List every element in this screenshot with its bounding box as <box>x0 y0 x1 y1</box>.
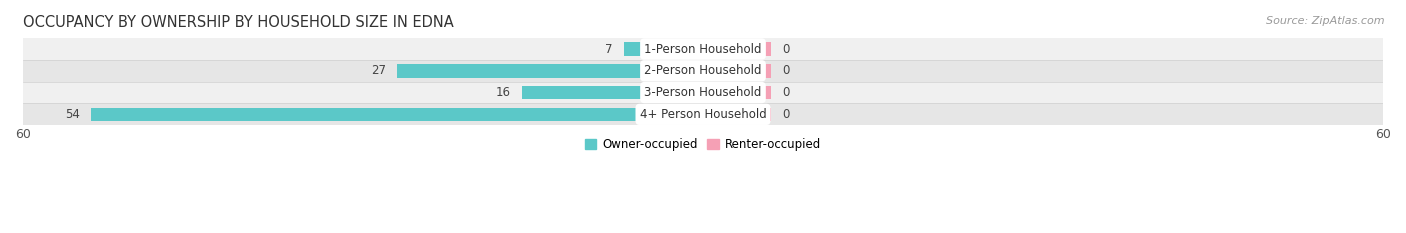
Bar <box>22 60 1384 82</box>
Text: OCCUPANCY BY OWNERSHIP BY HOUSEHOLD SIZE IN EDNA: OCCUPANCY BY OWNERSHIP BY HOUSEHOLD SIZE… <box>22 15 454 30</box>
Bar <box>703 86 770 99</box>
Text: 0: 0 <box>782 64 790 77</box>
Bar <box>22 82 1384 103</box>
Text: 3-Person Household: 3-Person Household <box>644 86 762 99</box>
Text: 0: 0 <box>782 42 790 55</box>
Bar <box>22 38 1384 60</box>
Bar <box>703 42 770 56</box>
Text: 16: 16 <box>495 86 510 99</box>
Text: 0: 0 <box>782 86 790 99</box>
Text: Source: ZipAtlas.com: Source: ZipAtlas.com <box>1267 16 1385 26</box>
Text: 27: 27 <box>371 64 385 77</box>
Text: 0: 0 <box>782 108 790 121</box>
Bar <box>522 86 703 99</box>
Bar <box>624 42 703 56</box>
Bar <box>703 108 770 121</box>
Bar <box>22 103 1384 125</box>
Bar <box>91 108 703 121</box>
Text: 2-Person Household: 2-Person Household <box>644 64 762 77</box>
Text: 1-Person Household: 1-Person Household <box>644 42 762 55</box>
Bar <box>703 64 770 78</box>
Text: 54: 54 <box>65 108 80 121</box>
Text: 4+ Person Household: 4+ Person Household <box>640 108 766 121</box>
Legend: Owner-occupied, Renter-occupied: Owner-occupied, Renter-occupied <box>579 134 827 156</box>
Bar <box>396 64 703 78</box>
Text: 7: 7 <box>605 42 613 55</box>
